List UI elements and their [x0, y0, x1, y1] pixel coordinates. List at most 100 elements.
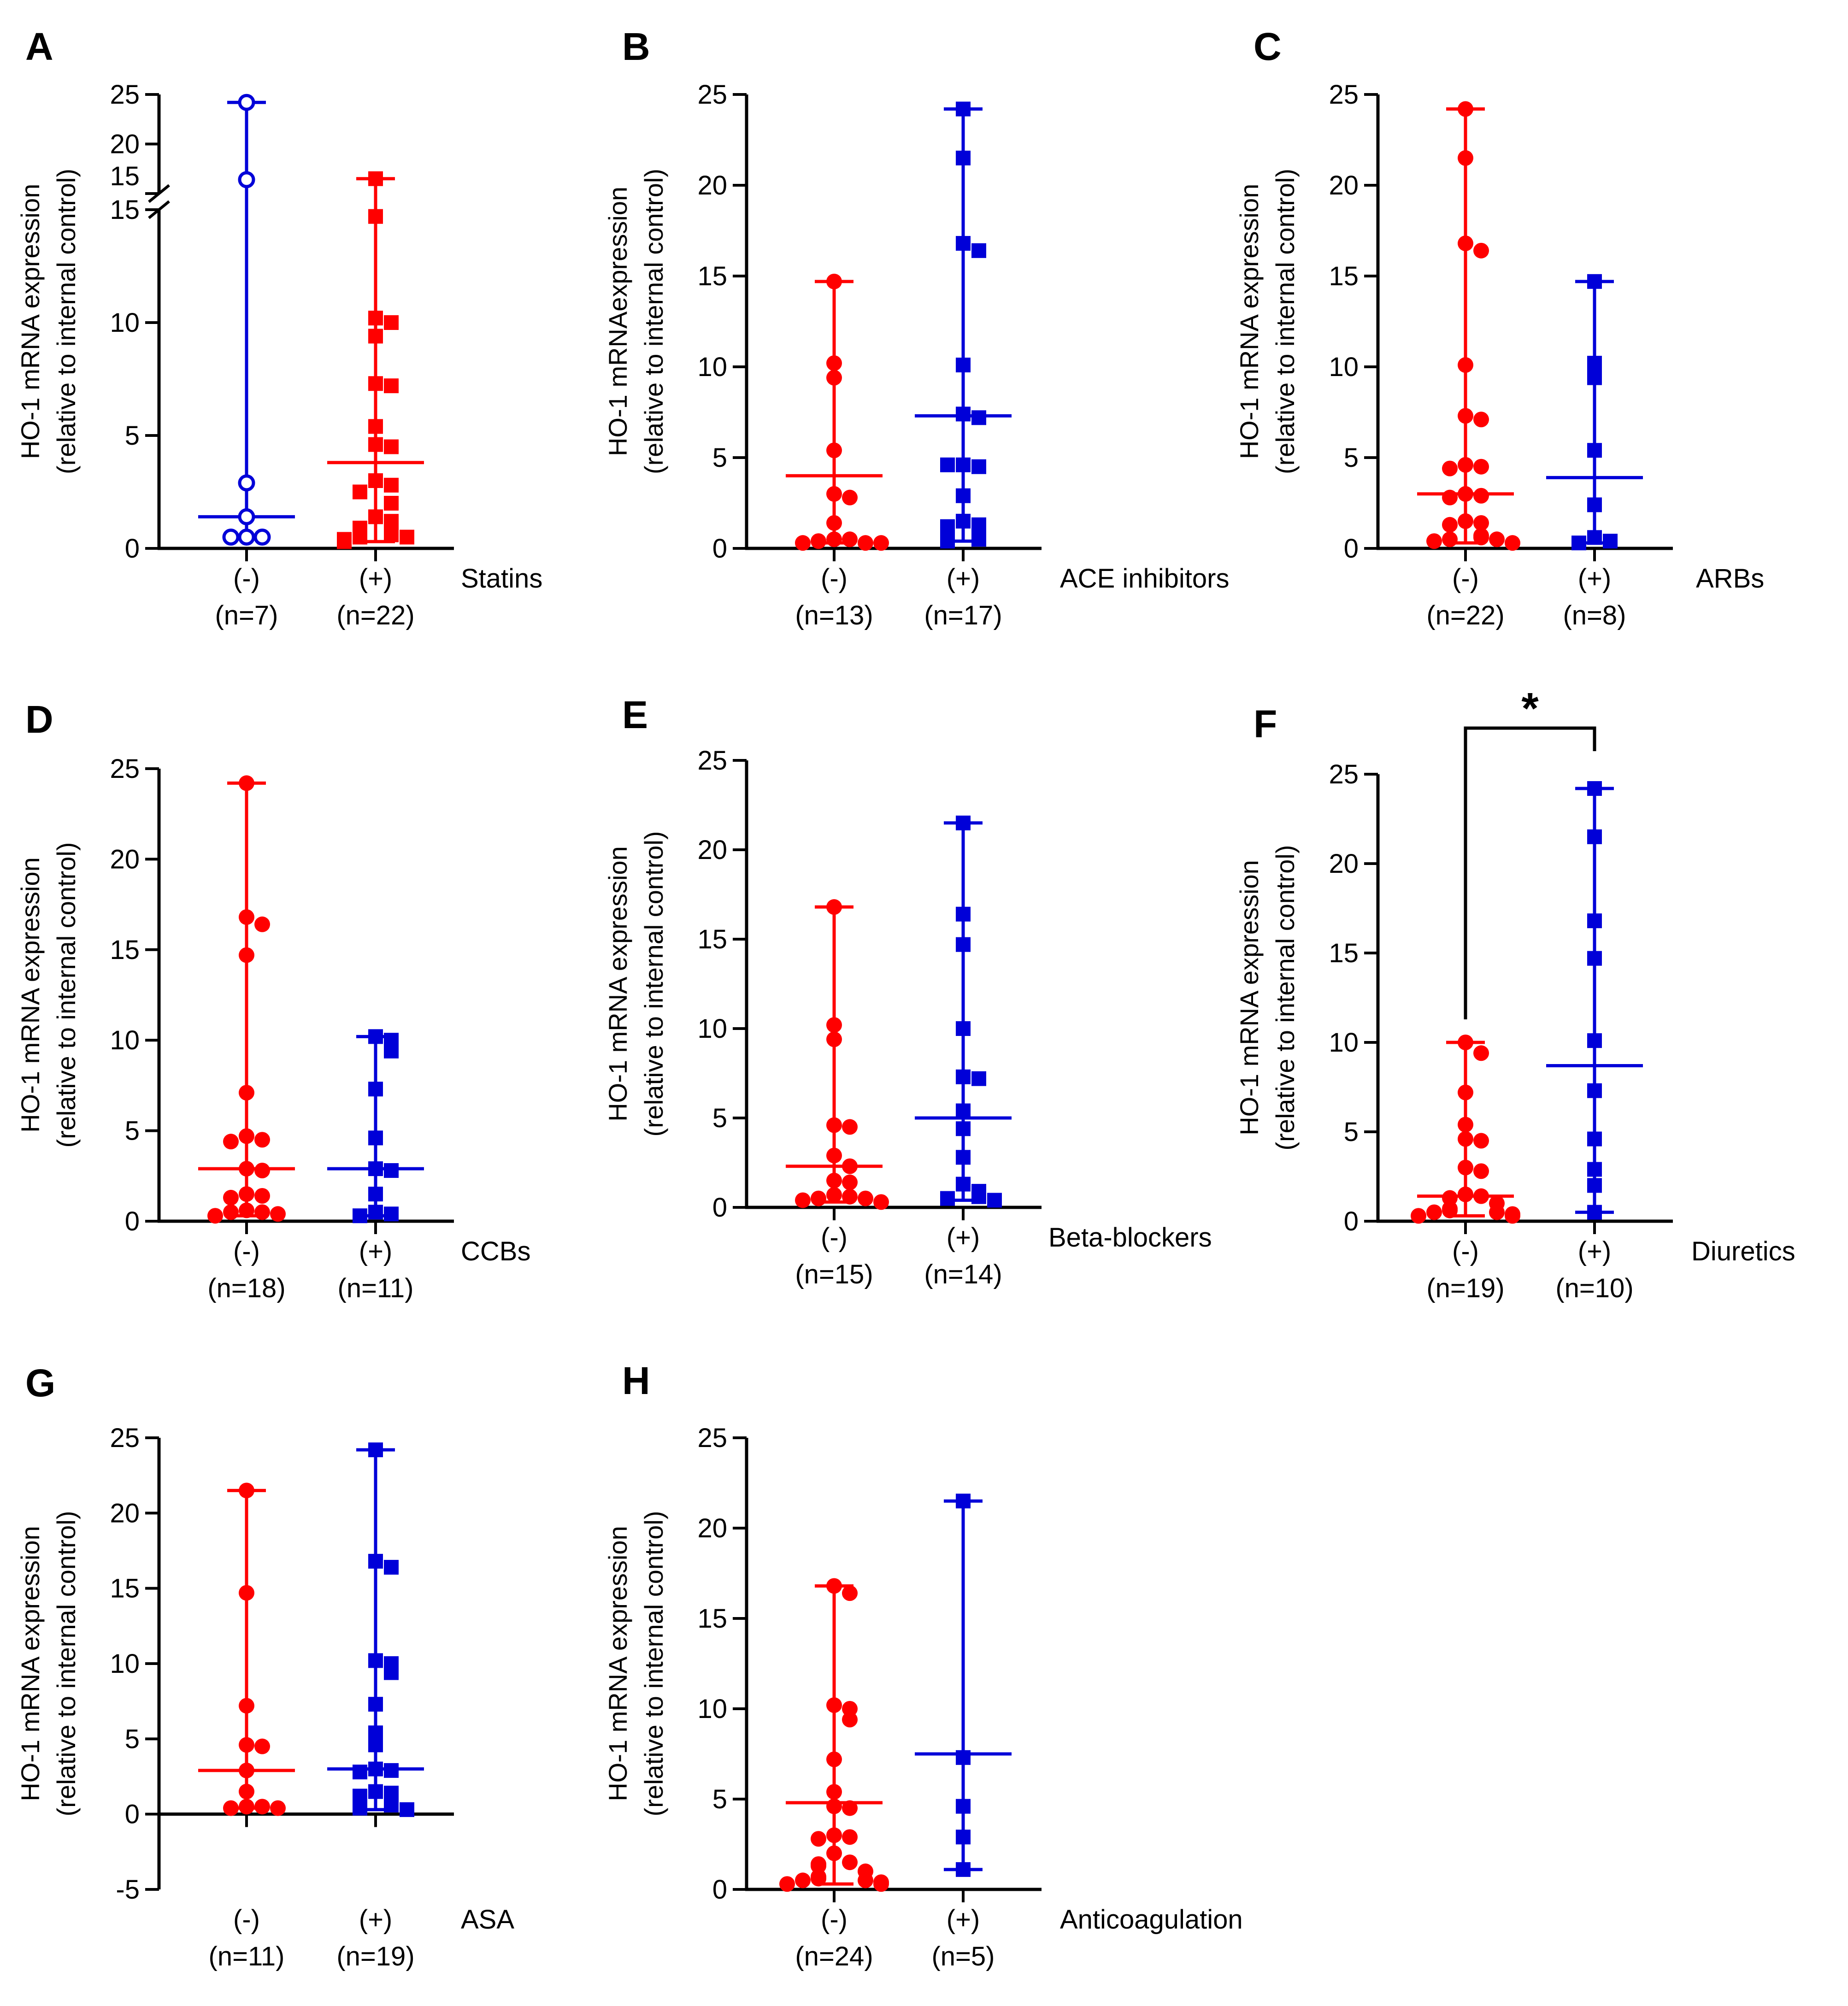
group-plus: (+) (n=22): [327, 171, 424, 630]
y-tick-label: 10: [110, 1025, 140, 1055]
sample-size-label: (n=24): [795, 1941, 873, 1971]
data-point: [1473, 1188, 1489, 1204]
sample-size-label: (n=8): [1563, 600, 1626, 630]
data-point: [842, 1585, 858, 1601]
y-tick-label: 5: [712, 1103, 727, 1133]
y-axis-label: (relative to internal control): [52, 169, 81, 474]
y-tick-label: 5: [712, 1784, 727, 1814]
data-point: [971, 1189, 986, 1204]
data-point: [1442, 460, 1458, 476]
y-tick-label: 10: [1329, 1028, 1359, 1058]
drug-label: ASA: [461, 1905, 514, 1935]
data-point: [353, 1800, 367, 1816]
sample-size-label: (n=15): [795, 1259, 873, 1289]
data-point: [270, 1800, 286, 1816]
sample-size-label: (n=7): [215, 600, 278, 630]
data-point: [1587, 1178, 1602, 1193]
data-point: [826, 273, 842, 289]
group-plus: (+) (n=14): [915, 815, 1012, 1289]
category-label: (+): [947, 1223, 980, 1253]
data-point: [1458, 150, 1473, 166]
y-axis-label: HO-1 mRNA expression: [603, 1526, 632, 1801]
data-point: [1505, 1208, 1520, 1224]
panel-letter: A: [25, 25, 53, 68]
y-tick-label: 5: [125, 1116, 140, 1146]
y-tick-label: 10: [110, 1649, 140, 1679]
data-point: [826, 1578, 842, 1594]
data-point: [1473, 488, 1489, 504]
data-point: [368, 311, 383, 326]
data-point: [826, 1784, 842, 1800]
data-point: [353, 1765, 367, 1780]
data-point: [956, 457, 971, 472]
sample-size-label: (n=11): [338, 1273, 414, 1303]
y-tick-label: 0: [125, 1206, 140, 1236]
data-point: [956, 358, 971, 373]
data-point: [254, 1204, 270, 1220]
data-point: [368, 1161, 383, 1177]
data-point: [384, 496, 399, 511]
panel-B: 0 5 10 15 20 25 HO-1 mRNAexpression (relative t…: [603, 25, 1229, 630]
data-point: [1458, 457, 1473, 473]
data-point: [1587, 829, 1602, 844]
data-point: [826, 442, 842, 459]
data-point: [795, 535, 811, 551]
data-point: [1587, 951, 1602, 966]
y-axis-label: HO-1 mRNA expression: [1235, 860, 1264, 1135]
data-point: [826, 1798, 842, 1814]
data-point: [368, 419, 383, 434]
data-point: [384, 514, 399, 529]
data-point: [940, 457, 955, 472]
y-axis-label: (relative to internal control): [639, 831, 668, 1137]
data-point: [956, 406, 971, 422]
data-point: [400, 529, 414, 545]
y-tick-label: 15: [697, 924, 727, 954]
data-point: [956, 937, 971, 952]
data-point: [1473, 459, 1489, 475]
category-label: (-): [1452, 564, 1479, 594]
data-point: [826, 1187, 842, 1203]
data-point: [337, 534, 352, 549]
y-tick-label: 15: [697, 1604, 727, 1634]
data-point: [858, 1872, 873, 1888]
data-point: [223, 1189, 239, 1206]
data-point: [842, 489, 858, 506]
data-point: [858, 1190, 873, 1206]
data-point: [1587, 443, 1602, 458]
data-point: [940, 534, 955, 549]
y-tick-label: 25: [110, 80, 140, 110]
data-point: [940, 1191, 955, 1206]
data-point: [987, 1193, 1002, 1208]
data-point: [826, 486, 842, 502]
data-point: [956, 815, 971, 830]
significance-star: *: [1521, 684, 1539, 733]
data-point: [1505, 535, 1520, 551]
data-point: [254, 1132, 270, 1148]
data-point: [254, 916, 270, 932]
data-point: [826, 1172, 842, 1188]
y-tick-label: 20: [110, 844, 140, 874]
data-point: [826, 899, 842, 915]
category-label: (+): [359, 1236, 393, 1266]
data-point: [873, 1876, 889, 1892]
y-tick-label: 15: [110, 935, 140, 965]
category-label: (+): [1578, 1236, 1612, 1266]
y-tick-label: 20: [1329, 171, 1359, 200]
drug-label: Beta-blockers: [1048, 1223, 1212, 1253]
panel-letter: B: [622, 25, 650, 68]
data-point: [1587, 1205, 1602, 1220]
data-point: [1587, 781, 1602, 796]
panel-H: 0 5 10 15 20 25 HO-1 mRNA expression (relative …: [603, 1359, 1243, 1971]
group-plus: (+) (n=5): [915, 1494, 1012, 1971]
panel-letter: E: [622, 693, 648, 736]
data-point: [353, 529, 367, 545]
sample-size-label: (n=19): [1426, 1273, 1504, 1303]
data-point: [368, 1442, 383, 1458]
data-point: [353, 484, 367, 500]
y-tick-label: 20: [697, 1513, 727, 1543]
group-minus: (-) (n=19): [1411, 1035, 1520, 1303]
y-tick-label: 25: [110, 1423, 140, 1453]
category-label: (-): [1452, 1236, 1479, 1266]
panel-letter: G: [25, 1361, 55, 1405]
y-tick-label: -5: [116, 1875, 140, 1905]
